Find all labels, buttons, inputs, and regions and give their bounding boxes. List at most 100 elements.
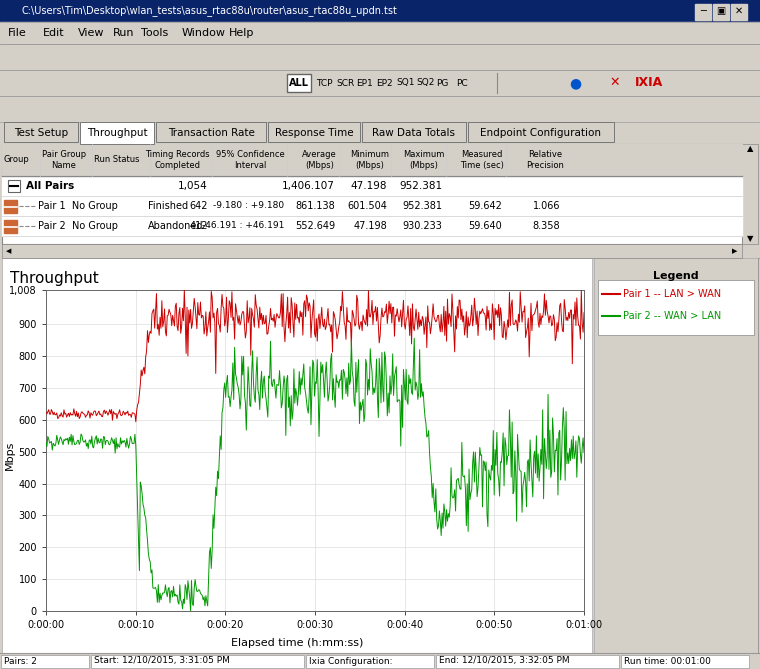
Text: ▣: ▣ [717, 6, 726, 16]
Bar [468, 122, 614, 142]
Bar [4, 220, 17, 233]
Text: ▼: ▼ [747, 235, 753, 244]
Text: ALL: ALL [289, 78, 309, 88]
Text: Pair Group
Name: Pair Group Name [42, 150, 86, 170]
Text: Pair 1 -- LAN > WAN: Pair 1 -- LAN > WAN [623, 289, 721, 299]
Text: 1,054: 1,054 [179, 181, 208, 191]
Text: Run: Run [112, 28, 134, 38]
Text: Pair 1  No Group: Pair 1 No Group [38, 201, 118, 211]
Bar [621, 655, 749, 668]
Bar [4, 122, 78, 142]
Bar [287, 74, 311, 92]
Text: -46.191 : +46.191: -46.191 : +46.191 [201, 221, 284, 231]
Text: Throughput: Throughput [87, 128, 147, 138]
Text: SQ2: SQ2 [416, 78, 435, 88]
Text: PG: PG [436, 78, 448, 88]
Text: Start: 12/10/2015, 3:31:05 PM: Start: 12/10/2015, 3:31:05 PM [94, 656, 230, 666]
Text: 59.640: 59.640 [468, 221, 502, 231]
Text: ▲: ▲ [747, 145, 753, 153]
Text: PC: PC [456, 78, 467, 88]
Bar [731, 4, 747, 20]
Text: ✕: ✕ [735, 6, 743, 16]
Text: 642: 642 [189, 201, 208, 211]
Text: ●: ● [569, 76, 581, 90]
Text: ✕: ✕ [610, 76, 620, 88]
Bar [436, 655, 619, 668]
Text: File: File [8, 28, 27, 38]
Text: 952.381: 952.381 [402, 201, 442, 211]
Text: Ixia Configuration:: Ixia Configuration: [309, 656, 392, 666]
Bar [2, 144, 742, 176]
Text: 47.198: 47.198 [350, 181, 387, 191]
Text: Timing Records
Completed: Timing Records Completed [145, 150, 210, 170]
Text: Run time: 00:01:00: Run time: 00:01:00 [624, 656, 711, 666]
Bar [156, 122, 266, 142]
Text: Run Status: Run Status [94, 155, 140, 165]
Bar [598, 280, 754, 335]
Text: 952.381: 952.381 [399, 181, 442, 191]
Text: 552.649: 552.649 [295, 221, 335, 231]
Text: Group: Group [4, 155, 30, 165]
Text: EP2: EP2 [376, 78, 393, 88]
Text: 1,406.107: 1,406.107 [282, 181, 335, 191]
Text: Window: Window [182, 28, 226, 38]
Text: SCR: SCR [336, 78, 354, 88]
Bar [695, 4, 711, 20]
Text: ─: ─ [700, 6, 706, 16]
Text: Tools: Tools [141, 28, 168, 38]
Bar [713, 4, 729, 20]
Bar [4, 200, 17, 213]
Text: Mbps: Mbps [5, 441, 15, 470]
Text: Test Setup: Test Setup [14, 128, 68, 138]
Bar [0, 44, 760, 70]
Text: Measured
Time (sec): Measured Time (sec) [460, 150, 504, 170]
Bar [0, 0, 760, 22]
Text: Help: Help [230, 28, 255, 38]
Text: SQ1: SQ1 [396, 78, 414, 88]
Text: TCP: TCP [316, 78, 333, 88]
Text: 8.358: 8.358 [532, 221, 560, 231]
Text: Raw Data Totals: Raw Data Totals [372, 128, 455, 138]
Text: 930.233: 930.233 [402, 221, 442, 231]
Bar [594, 258, 758, 653]
Text: 47.198: 47.198 [353, 221, 387, 231]
Text: 1.066: 1.066 [533, 201, 560, 211]
Text: C:\Users\Tim\Desktop\wlan_tests\asus_rtac88u\router\asus_rtac88u_updn.tst: C:\Users\Tim\Desktop\wlan_tests\asus_rta… [22, 5, 398, 17]
Bar [0, 96, 760, 122]
Text: Average
(Mbps): Average (Mbps) [302, 150, 337, 170]
Bar [2, 258, 592, 653]
Bar [268, 122, 360, 142]
Text: Legend: Legend [653, 272, 698, 282]
Text: ◀: ◀ [6, 248, 11, 254]
Text: 95% Confidence
Interval: 95% Confidence Interval [217, 150, 285, 170]
Text: 861.138: 861.138 [295, 201, 335, 211]
Text: Abandoned: Abandoned [148, 221, 204, 231]
Bar [0, 22, 760, 44]
Bar [306, 655, 434, 668]
Text: Transaction Rate: Transaction Rate [167, 128, 255, 138]
Bar [2, 244, 742, 258]
Text: 59.642: 59.642 [468, 201, 502, 211]
Text: Response Time: Response Time [274, 128, 353, 138]
Bar [2, 144, 742, 244]
Bar [91, 655, 304, 668]
Bar [2, 216, 742, 236]
Text: End: 12/10/2015, 3:32:05 PM: End: 12/10/2015, 3:32:05 PM [439, 656, 570, 666]
Text: Minimum
(Mbps): Minimum (Mbps) [350, 150, 389, 170]
Text: Pairs: 2: Pairs: 2 [4, 656, 37, 666]
Bar [0, 653, 760, 669]
Text: All Pairs: All Pairs [26, 181, 74, 191]
Text: Finished: Finished [148, 201, 188, 211]
Text: Endpoint Configuration: Endpoint Configuration [480, 128, 601, 138]
Bar [742, 144, 758, 244]
Text: 601.504: 601.504 [347, 201, 387, 211]
Bar [0, 70, 760, 96]
Text: Pair 2 -- WAN > LAN: Pair 2 -- WAN > LAN [623, 311, 721, 321]
Bar [362, 122, 466, 142]
Text: -9.180 : +9.180: -9.180 : +9.180 [213, 201, 284, 211]
Text: Pair 2  No Group: Pair 2 No Group [38, 221, 118, 231]
Bar [80, 122, 154, 144]
Bar [8, 180, 20, 192]
Text: Throughput: Throughput [10, 270, 99, 286]
Bar [1, 655, 89, 668]
